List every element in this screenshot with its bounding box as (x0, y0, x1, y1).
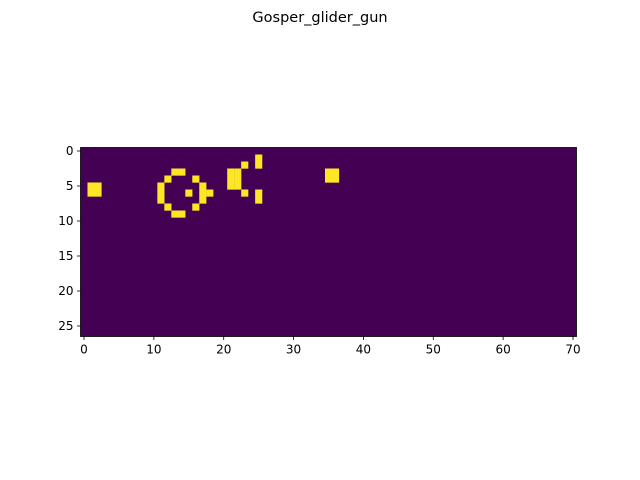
y-tick-label: 20 (58, 284, 73, 298)
heatmap-cell-alive (206, 189, 214, 197)
heatmap-cell-alive (331, 168, 340, 176)
heatmap-cell-alive (87, 182, 95, 190)
y-tick-label: 10 (58, 214, 73, 228)
heatmap-cell-alive (171, 210, 179, 218)
heatmap-cell-alive (255, 189, 263, 197)
heatmap-cell-alive (94, 189, 102, 197)
heatmap-cell-alive (234, 182, 242, 190)
heatmap-cell-alive (227, 175, 235, 183)
heatmap-cell-alive (171, 168, 179, 176)
heatmap-cell-alive (227, 182, 235, 190)
x-tick-label: 20 (216, 343, 231, 357)
x-tick-label: 40 (356, 343, 371, 357)
heatmap-cell-alive (241, 189, 249, 197)
heatmap-cell-alive (199, 182, 207, 190)
heatmap-cell-alive (199, 189, 207, 197)
y-tick-label: 25 (58, 319, 73, 333)
heatmap-cell-alive (255, 196, 263, 204)
heatmap-cell-alive (325, 168, 333, 176)
plot-area: 0 10 20 30 40 50 60 70 0 5 10 15 20 25 (58, 144, 580, 356)
x-tick-label: 50 (426, 343, 441, 357)
heatmap-cell-alive (178, 210, 186, 218)
y-tick-label: 5 (66, 179, 74, 193)
heatmap-cell-alive (87, 189, 95, 197)
heatmap-cell-alive (164, 175, 172, 183)
heatmap-cell-alive (227, 168, 235, 176)
heatmap-cell-alive (157, 189, 165, 197)
y-tick-label: 0 (66, 144, 74, 158)
heatmap-cell-alive (241, 161, 249, 169)
heatmap-cell-alive (178, 168, 186, 176)
heatmap-cell-alive (164, 203, 172, 211)
x-tick-label: 30 (286, 343, 301, 357)
y-tick-label: 15 (58, 249, 73, 263)
heatmap-cell-alive (234, 175, 242, 183)
chart-title: Gosper_glider_gun (252, 10, 387, 26)
heatmap-cell-alive (199, 196, 207, 204)
x-tick-label: 0 (80, 343, 88, 357)
heatmap-cell-alive (157, 196, 165, 204)
x-tick-label: 10 (146, 343, 161, 357)
heatmap-cell-alive (255, 161, 263, 169)
heatmap-cell-alive (94, 182, 102, 190)
heatmap-cell-alive (192, 203, 200, 211)
x-tick-label: 60 (496, 343, 511, 357)
heatmap-cell-alive (325, 175, 333, 183)
heatmap-cell-alive (234, 168, 242, 176)
x-tick-label: 70 (565, 343, 580, 357)
heatmap-cell-alive (192, 175, 200, 183)
heatmap-cell-alive (157, 182, 165, 190)
heatmap-cell-alive (331, 175, 340, 183)
axes-frame (80, 147, 577, 337)
heatmap-cell-alive (255, 154, 263, 162)
heatmap-cell-alive (185, 189, 193, 197)
